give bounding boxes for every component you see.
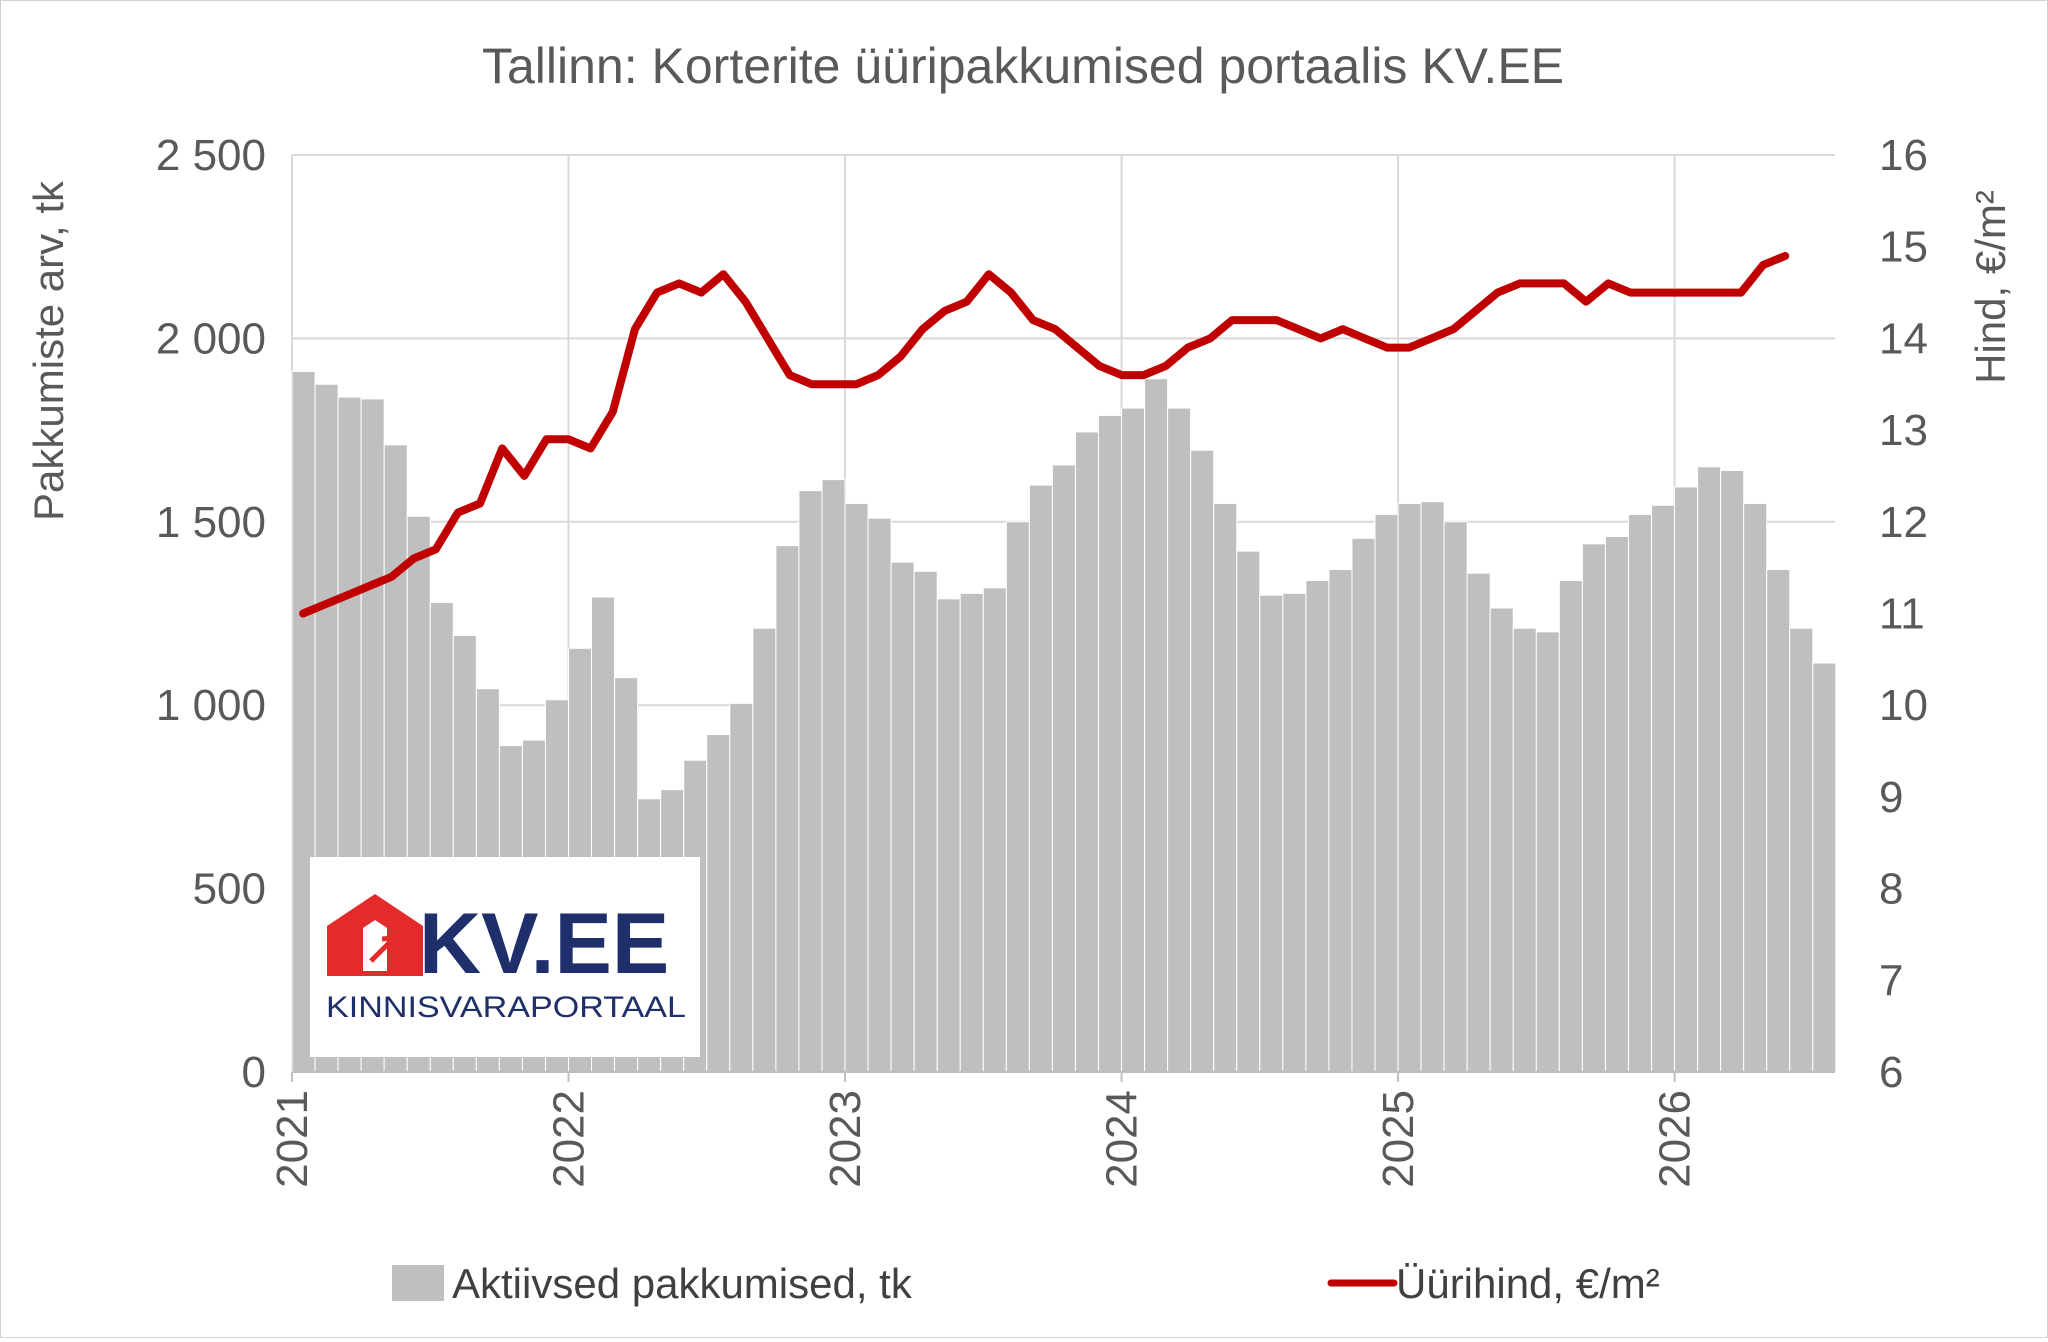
bar <box>1236 550 1261 1073</box>
bar <box>1697 466 1722 1073</box>
right-tick-label: 15 <box>1879 223 1928 272</box>
right-tick-label: 7 <box>1879 956 1903 1005</box>
x-tick-label: 2026 <box>1651 1090 1700 1188</box>
bar <box>775 545 800 1073</box>
bar <box>1190 449 1215 1073</box>
left-axis-ticks: 0 500 1 000 1 500 2 000 2 500 <box>156 131 266 1097</box>
chart-title: Tallinn: Korterite üüripakkumised portaa… <box>482 38 1564 94</box>
bar <box>1259 594 1284 1073</box>
bar <box>1766 568 1791 1073</box>
right-tick-label: 8 <box>1879 865 1903 914</box>
bar <box>867 517 892 1073</box>
bar <box>1282 592 1307 1073</box>
left-tick-label: 500 <box>193 865 266 914</box>
legend: Aktiivsed pakkumised, tk Üürihind, €/m² <box>392 1260 1660 1307</box>
bar <box>1374 513 1399 1073</box>
x-tick-label: 2022 <box>545 1090 594 1188</box>
bar <box>1743 502 1768 1073</box>
bar <box>1051 464 1076 1073</box>
bar <box>1328 568 1353 1073</box>
line-series <box>299 251 1790 618</box>
bar <box>1604 535 1629 1073</box>
right-tick-label: 6 <box>1879 1048 1903 1097</box>
x-tick-label: 2024 <box>1098 1090 1147 1188</box>
bar <box>936 598 961 1073</box>
legend-bar-swatch <box>392 1265 444 1301</box>
x-tick-label: 2023 <box>821 1090 870 1188</box>
bar <box>1535 631 1560 1073</box>
bar <box>798 490 823 1073</box>
right-tick-label: 13 <box>1879 406 1928 455</box>
kv-ee-logo: KV.EE KINNISVARAPORTAAL <box>310 857 700 1057</box>
y-axis-label-left: Pakkumiste arv, tk <box>25 180 72 521</box>
left-tick-label: 1 000 <box>156 681 266 730</box>
bar <box>1720 469 1745 1073</box>
x-tick-label: 2025 <box>1374 1090 1423 1188</box>
bar <box>959 592 984 1073</box>
bar <box>1397 502 1422 1073</box>
logo-tagline: KINNISVARAPORTAAL <box>326 991 686 1024</box>
bar <box>1005 521 1030 1073</box>
house-icon <box>327 894 423 976</box>
bar <box>1097 414 1123 1073</box>
right-tick-label: 10 <box>1879 681 1928 730</box>
bar <box>729 702 754 1073</box>
bar <box>1812 662 1837 1073</box>
right-tick-label: 12 <box>1879 498 1928 547</box>
bar <box>1674 486 1699 1073</box>
bar <box>1789 627 1814 1073</box>
bar <box>890 561 915 1073</box>
bar <box>1028 484 1053 1073</box>
bar <box>1074 431 1099 1073</box>
logo-wordmark: KV.EE <box>419 896 669 992</box>
bar <box>913 570 938 1073</box>
left-tick-label: 2 000 <box>156 314 266 363</box>
bar <box>1651 504 1676 1073</box>
price-line <box>299 251 1790 618</box>
bar <box>1466 572 1491 1073</box>
bar <box>1420 501 1445 1073</box>
bar <box>1213 502 1238 1073</box>
bar <box>752 627 777 1073</box>
bar <box>1443 521 1468 1073</box>
bar <box>821 479 846 1073</box>
bar <box>982 587 1007 1073</box>
left-tick-label: 2 500 <box>156 131 266 180</box>
bar <box>1512 627 1537 1073</box>
bar <box>706 734 731 1073</box>
right-axis-ticks: 6 7 8 9 10 11 12 13 14 15 16 <box>1879 131 1928 1097</box>
right-tick-label: 16 <box>1879 131 1928 180</box>
x-axis-ticks: 2021 2022 2023 2024 2025 2026 <box>268 1090 1700 1188</box>
legend-line-label: Üürihind, €/m² <box>1396 1260 1660 1307</box>
x-tick-label: 2021 <box>268 1090 317 1188</box>
bar <box>1558 579 1583 1073</box>
bar <box>1489 607 1514 1073</box>
y-axis-label-right: Hind, €/m² <box>1967 190 2014 384</box>
left-tick-label: 0 <box>242 1048 266 1097</box>
legend-bars-label: Aktiivsed pakkumised, tk <box>452 1260 913 1307</box>
right-tick-label: 11 <box>1879 590 1925 639</box>
bar <box>1144 378 1169 1073</box>
left-tick-label: 1 500 <box>156 498 266 547</box>
bar <box>844 502 869 1073</box>
bar <box>1351 537 1376 1073</box>
bar <box>1167 407 1192 1073</box>
right-tick-label: 9 <box>1879 773 1903 822</box>
right-tick-label: 14 <box>1879 314 1928 363</box>
bar <box>1121 407 1146 1073</box>
axes <box>291 1071 1835 1082</box>
bar <box>1305 579 1330 1073</box>
bar <box>1627 513 1653 1073</box>
bar <box>1581 543 1606 1073</box>
